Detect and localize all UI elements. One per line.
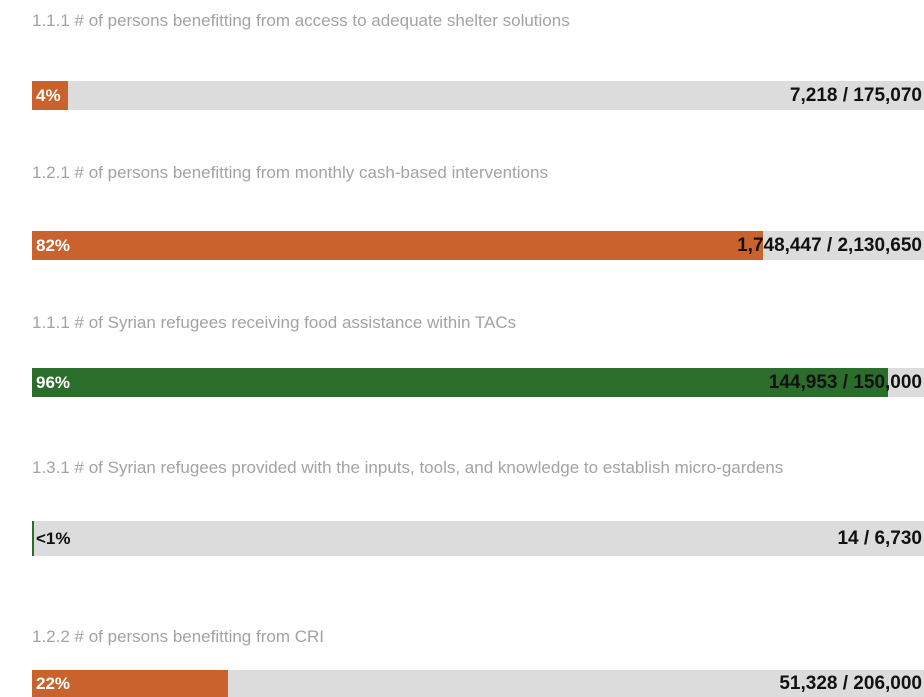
progress-label: 7,218 / 175,070: [789, 84, 922, 106]
percent-label: <1%: [36, 528, 71, 548]
progress-track: 4% 7,218 / 175,070: [32, 81, 924, 110]
percent-label: 96%: [36, 372, 71, 392]
progress-track: <1% 14 / 6,730: [32, 521, 924, 556]
progress-fill: [32, 231, 764, 260]
indicator-label: 1.3.1 # of Syrian refugees provided with…: [32, 458, 784, 477]
indicator-label: 1.2.1 # of persons benefitting from mont…: [32, 163, 548, 182]
progress-fill: [32, 81, 68, 110]
percent-label: 82%: [36, 235, 71, 255]
indicator-label: 1.2.2 # of persons benefitting from CRI: [32, 627, 324, 646]
progress-fill: [32, 670, 229, 697]
progress-label: 1,748,447 / 2,130,650: [737, 234, 922, 256]
progress-track: 22% 51,328 / 206,000: [32, 670, 924, 697]
percent-label: 4%: [36, 85, 61, 105]
indicator-label: 1.1.1 # of Syrian refugees receiving foo…: [32, 313, 517, 332]
progress-fill: [32, 368, 889, 397]
progress-label: 144,953 / 150,000: [768, 371, 922, 393]
progress-track: 96% 144,953 / 150,000: [32, 368, 924, 397]
progress-fill: [32, 521, 34, 556]
indicator-label: 1.1.1 # of persons benefitting from acce…: [32, 11, 570, 30]
progress-track: 82% 1,748,447 / 2,130,650: [32, 231, 924, 260]
progress-label: 51,328 / 206,000: [779, 672, 922, 694]
progress-label: 14 / 6,730: [837, 527, 922, 549]
percent-label: 22%: [36, 673, 71, 693]
